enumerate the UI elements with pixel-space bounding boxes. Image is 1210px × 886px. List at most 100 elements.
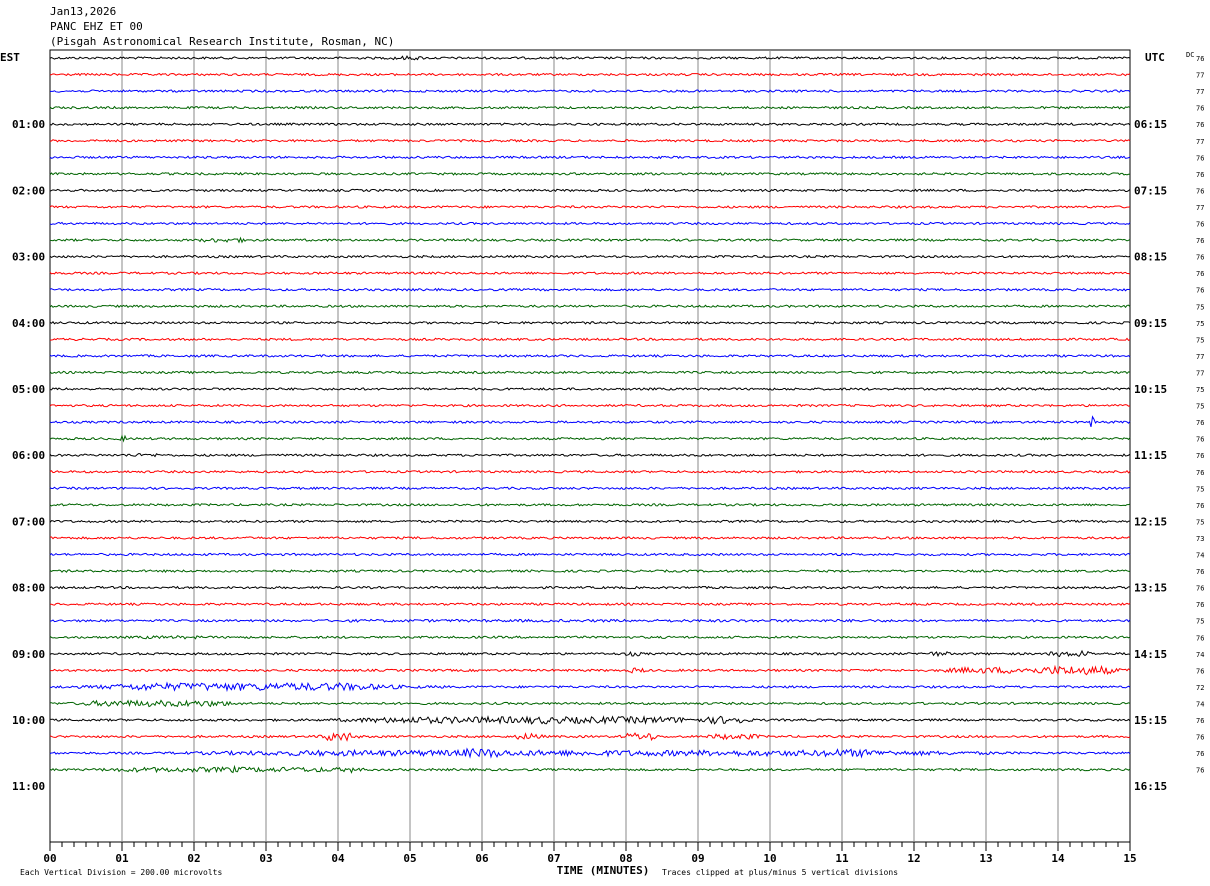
- dc-value: 77: [1196, 72, 1204, 80]
- dc-value: 76: [1196, 254, 1204, 262]
- utc-time-label: 08:15: [1134, 251, 1167, 264]
- dc-value: 76: [1196, 667, 1204, 675]
- utc-time-label: 15:15: [1134, 714, 1167, 727]
- scale-note: Each Vertical Division = 200.00 microvol…: [20, 868, 222, 877]
- x-tick-label: 00: [43, 852, 56, 865]
- trace-line: [49, 370, 1131, 375]
- dc-value: 75: [1196, 618, 1204, 626]
- est-axis-label: EST: [0, 51, 20, 64]
- axis-labels: EST UTC DC TIME (MINUTES) Each Vertical …: [0, 51, 1204, 877]
- dc-value: 74: [1196, 700, 1204, 708]
- trace-line: [49, 387, 1131, 391]
- trace-line: [49, 254, 1131, 259]
- est-time-label: 03:00: [12, 251, 45, 264]
- station-label: PANC EHZ ET 00: [50, 20, 143, 33]
- trace-line: [49, 171, 1131, 176]
- x-axis-title: TIME (MINUTES): [557, 864, 650, 877]
- dc-value: 76: [1196, 585, 1204, 593]
- dc-value: 77: [1196, 138, 1204, 146]
- dc-value: 76: [1196, 767, 1204, 775]
- dc-value: 77: [1196, 88, 1204, 96]
- trace-line: [49, 320, 1131, 325]
- utc-time-label: 16:15: [1134, 780, 1167, 793]
- trace-line: [49, 618, 1131, 623]
- clip-note: Traces clipped at plus/minus 5 vertical …: [662, 868, 898, 877]
- dc-value: 75: [1196, 485, 1204, 493]
- dc-header-label: DC: [1186, 51, 1194, 59]
- trace-line: [49, 536, 1131, 540]
- dc-value: 77: [1196, 369, 1204, 377]
- dc-value: 76: [1196, 171, 1204, 179]
- dc-value: 75: [1196, 336, 1204, 344]
- dc-value: 76: [1196, 154, 1204, 162]
- x-tick-label: 13: [979, 852, 992, 865]
- trace-line: [49, 569, 1131, 573]
- trace-group: [49, 55, 1131, 774]
- dc-value: 75: [1196, 386, 1204, 394]
- grid-lines: [49, 49, 1131, 851]
- trace-line: [49, 304, 1131, 309]
- x-tick-label: 01: [115, 852, 129, 865]
- est-time-label: 07:00: [12, 515, 45, 528]
- x-tick-label: 04: [331, 852, 345, 865]
- utc-time-label: 13:15: [1134, 582, 1167, 595]
- location-label: (Pisgah Astronomical Research Institute,…: [50, 35, 395, 48]
- trace-line: [49, 89, 1131, 93]
- x-tick-label: 07: [547, 852, 560, 865]
- dc-value: 76: [1196, 287, 1204, 295]
- trace-line: [49, 55, 1131, 61]
- dc-value: 76: [1196, 121, 1204, 129]
- x-tick-label: 09: [691, 852, 704, 865]
- x-tick-label: 10: [763, 852, 776, 865]
- x-tick-label: 06: [475, 852, 489, 865]
- dc-value: 76: [1196, 237, 1204, 245]
- trace-line: [49, 354, 1131, 358]
- x-tick-label: 15: [1123, 852, 1136, 865]
- trace-line: [49, 715, 1131, 726]
- dc-value: 74: [1196, 552, 1204, 560]
- trace-line: [49, 403, 1131, 408]
- trace-line: [49, 519, 1131, 524]
- trace-line: [49, 552, 1131, 557]
- trace-line: [49, 205, 1131, 209]
- est-time-label: 05:00: [12, 383, 45, 396]
- est-time-label: 08:00: [12, 582, 45, 595]
- trace-line: [49, 732, 1131, 742]
- dc-value: 76: [1196, 452, 1204, 460]
- trace-line: [49, 764, 1131, 774]
- dc-value: 76: [1196, 568, 1204, 576]
- dc-value: 76: [1196, 270, 1204, 278]
- dc-value: 76: [1196, 436, 1204, 444]
- utc-time-label: 10:15: [1134, 383, 1167, 396]
- dc-value: 76: [1196, 717, 1204, 725]
- x-tick-label: 11: [835, 852, 849, 865]
- x-tick-label: 08: [619, 852, 632, 865]
- trace-line: [49, 453, 1131, 458]
- est-time-label: 11:00: [12, 780, 45, 793]
- dc-value: 75: [1196, 518, 1204, 526]
- trace-line: [49, 221, 1131, 226]
- dc-value: 76: [1196, 502, 1204, 510]
- dc-value: 76: [1196, 187, 1204, 195]
- trace-line: [49, 188, 1131, 193]
- x-tick-label: 05: [403, 852, 416, 865]
- dc-value: 76: [1196, 634, 1204, 642]
- utc-axis-label: UTC: [1145, 51, 1165, 64]
- trace-line: [49, 699, 1131, 708]
- trace-line: [49, 664, 1131, 676]
- trace-line: [49, 502, 1131, 507]
- est-time-label: 01:00: [12, 118, 45, 131]
- trace-line: [49, 287, 1131, 292]
- dc-value: 75: [1196, 403, 1204, 411]
- x-tick-label: 03: [259, 852, 272, 865]
- utc-time-label: 11:15: [1134, 449, 1167, 462]
- dc-value: 76: [1196, 601, 1204, 609]
- trace-line: [49, 635, 1131, 640]
- dc-value: 76: [1196, 55, 1204, 63]
- trace-line: [49, 105, 1131, 110]
- dc-value: 72: [1196, 684, 1204, 692]
- dc-value: 76: [1196, 734, 1204, 742]
- dc-value: 76: [1196, 419, 1204, 427]
- trace-line: [49, 585, 1131, 590]
